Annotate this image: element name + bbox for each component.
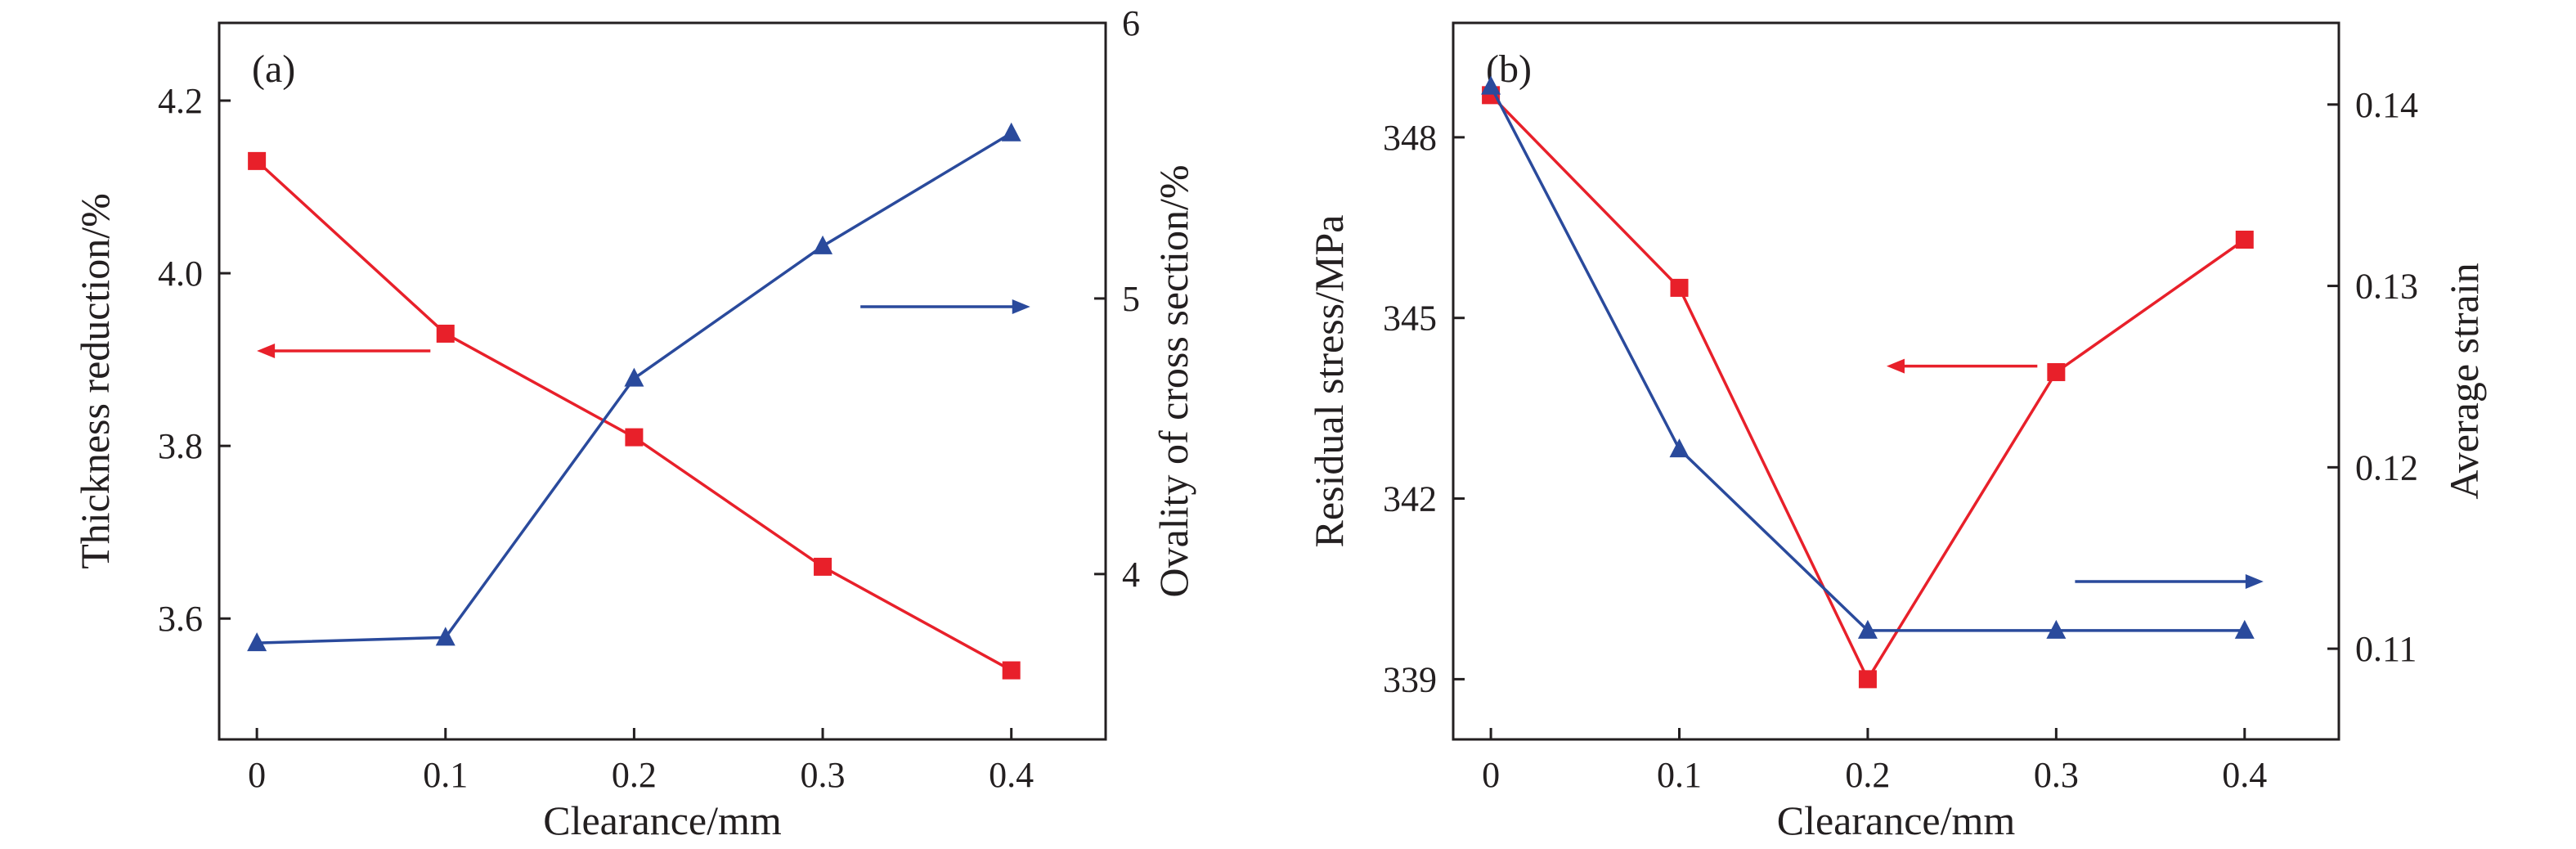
x-tick-label: 0.4: [989, 755, 1034, 795]
y-right-tick-label: 6: [1122, 3, 1140, 43]
data-point-triangle: [1481, 75, 1501, 95]
y-left-tick-label: 345: [1383, 299, 1437, 339]
data-point-square: [2235, 231, 2254, 249]
data-point-triangle: [1001, 122, 1021, 142]
data-point-triangle: [813, 235, 833, 254]
y-right-axis-label: Average strain: [2441, 263, 2487, 499]
x-tick-label: 0.1: [423, 755, 468, 795]
data-point-triangle: [435, 627, 456, 646]
x-tick-label: 0.4: [2222, 755, 2267, 795]
data-point-triangle: [2046, 619, 2067, 639]
data-point-triangle: [1669, 438, 1690, 458]
y-left-tick-label: 348: [1383, 118, 1437, 158]
y-left-tick-label: 342: [1383, 479, 1437, 519]
panel-label: (a): [252, 47, 295, 91]
data-point-square: [1858, 670, 1877, 689]
axis-arrow-left-icon: [257, 344, 276, 359]
data-point-triangle: [624, 367, 644, 387]
y-left-tick-label: 3.8: [158, 426, 203, 466]
y-right-tick-label: 4: [1122, 555, 1140, 595]
y-left-tick-label: 339: [1383, 659, 1437, 699]
y-left-tick-label: 4.0: [158, 254, 203, 294]
x-axis-label: Clearance/mm: [1777, 797, 2016, 843]
data-point-square: [436, 324, 455, 343]
x-tick-label: 0.3: [801, 755, 846, 795]
data-point-square: [248, 151, 267, 170]
x-tick-label: 0.3: [2034, 755, 2079, 795]
chart-panel-a: 0 0.1 0.2 0.3 0.4 3.6 3.8 4.0 4.2 4 5 6 Clearance/mm…: [72, 3, 1196, 843]
data-point-square: [2047, 362, 2066, 381]
axis-arrow-right-icon: [2245, 574, 2264, 590]
x-axis-label: Clearance/mm: [543, 797, 782, 843]
y-right-tick-label: 0.12: [2355, 447, 2418, 487]
y-left-tick-label: 4.2: [158, 81, 203, 121]
plot-frame: [1452, 21, 2340, 741]
data-point-square: [625, 428, 644, 447]
y-right-tick-label: 0.14: [2355, 85, 2418, 125]
y-right-tick-label: 0.13: [2355, 267, 2418, 307]
y-right-tick-label: 0.11: [2355, 629, 2417, 669]
x-tick-label: 0.2: [612, 755, 657, 795]
plot-frame: [218, 21, 1107, 741]
x-tick-label: 0.1: [1657, 755, 1702, 795]
x-tick-label: 0: [1482, 755, 1500, 795]
data-point-square: [814, 557, 832, 576]
data-point-triangle: [247, 632, 267, 652]
y-right-axis-label: Ovality of cross section/%: [1151, 164, 1196, 597]
data-point-square: [1670, 278, 1689, 297]
x-tick-label: 0: [248, 755, 266, 795]
y-left-axis-label: Thickness reduction/%: [72, 193, 118, 569]
y-left-tick-label: 3.6: [158, 599, 203, 639]
axis-arrow-left-icon: [1886, 358, 1905, 374]
y-left-axis-label: Residual stress/MPa: [1306, 215, 1352, 548]
axis-arrow-right-icon: [1012, 299, 1030, 315]
data-point-square: [1002, 661, 1021, 680]
chart-panel-b: 0 0.1 0.2 0.3 0.4 339 342 345 348 0.11 0.12 0.13 0.1…: [1306, 21, 2487, 843]
y-right-tick-label: 5: [1122, 279, 1140, 319]
data-point-triangle: [1857, 619, 1878, 639]
x-tick-label: 0.2: [1845, 755, 1890, 795]
data-point-triangle: [2234, 619, 2255, 639]
